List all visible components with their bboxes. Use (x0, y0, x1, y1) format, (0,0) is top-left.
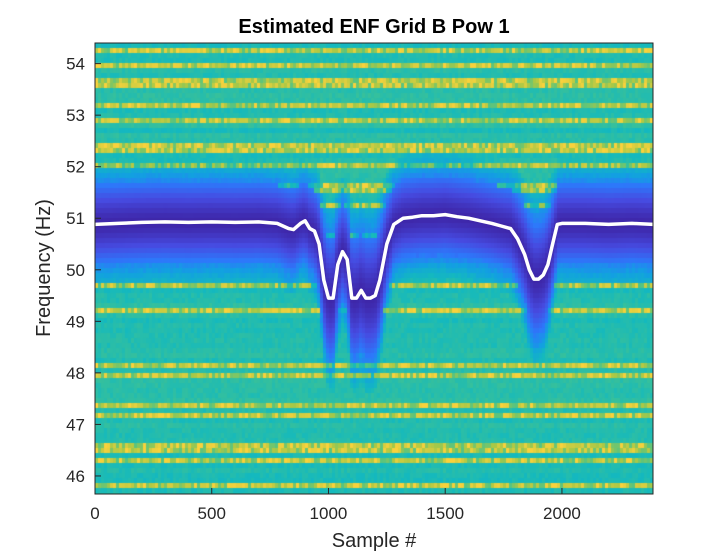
y-tick-label: 54 (66, 55, 85, 74)
x-tick-label: 2000 (543, 504, 581, 523)
y-tick-label: 49 (66, 312, 85, 331)
y-axis-label: Frequency (Hz) (33, 199, 55, 337)
y-tick-label: 50 (66, 261, 85, 280)
spectrogram-image (95, 43, 653, 494)
x-tick-label: 1000 (310, 504, 348, 523)
x-axis-label: Sample # (332, 530, 417, 552)
x-tick-label: 1500 (426, 504, 464, 523)
x-axis: 0 500 1000 1500 2000 (90, 488, 581, 523)
x-tick-label: 0 (90, 504, 99, 523)
chart-title: Estimated ENF Grid B Pow 1 (238, 16, 509, 38)
spectrogram-heatmap (95, 43, 653, 494)
y-tick-label: 51 (66, 209, 85, 228)
plot-frame (94, 42, 654, 495)
y-axis: 46 47 48 49 50 51 52 53 54 (66, 55, 101, 486)
y-tick-label: 46 (66, 467, 85, 486)
enf-estimate-line (95, 212, 653, 300)
x-tick-label: 500 (198, 504, 226, 523)
y-tick-label: 47 (66, 415, 85, 434)
y-tick-label: 52 (66, 158, 85, 177)
y-tick-label: 48 (66, 364, 85, 383)
y-tick-label: 53 (66, 106, 85, 125)
